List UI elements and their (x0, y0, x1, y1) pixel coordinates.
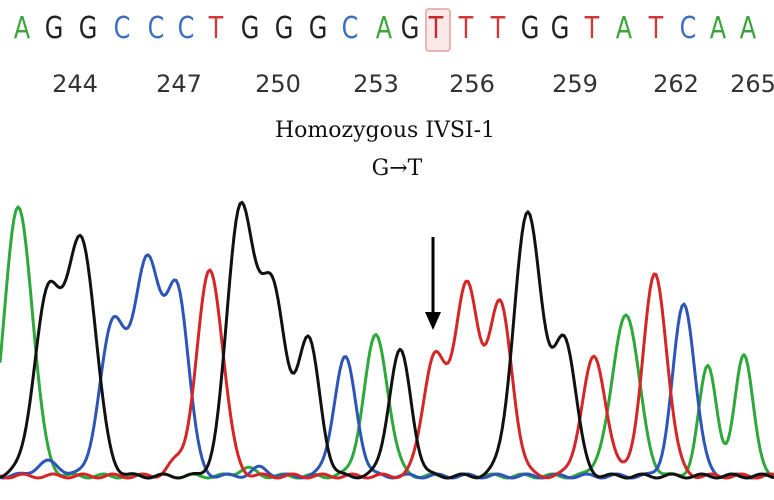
chromatogram-traces (0, 200, 774, 480)
position-label: 265 (730, 70, 774, 98)
base-call: G (550, 11, 570, 46)
base-call: G (308, 11, 328, 46)
base-call: C (679, 11, 697, 46)
position-label: 253 (353, 70, 399, 98)
base-call: A (739, 11, 757, 46)
position-label: 244 (52, 70, 98, 98)
black-trace (0, 200, 774, 480)
base-call: G (240, 11, 260, 46)
position-label: 256 (449, 70, 495, 98)
position-label: 250 (255, 70, 301, 98)
position-label: 259 (552, 70, 598, 98)
base-call: T (490, 11, 506, 46)
base-call: T (208, 11, 224, 46)
base-call: G (78, 11, 98, 46)
down-arrow-icon (425, 237, 441, 330)
base-call: A (709, 11, 727, 46)
base-call: T (584, 11, 600, 46)
base-call: A (13, 11, 31, 46)
mutation-caption-title: Homozygous IVSI-1 (274, 118, 496, 143)
base-call: T (648, 11, 664, 46)
mutation-caption-change: G→T (371, 156, 423, 181)
position-label: 262 (653, 70, 699, 98)
base-call: G (400, 11, 420, 46)
base-call: T (428, 11, 444, 46)
position-ruler: 244 247 250 253 256 259 262 265 (0, 62, 774, 102)
base-call: C (113, 11, 131, 46)
base-call: G (44, 11, 64, 46)
base-call: G (274, 11, 294, 46)
base-call: G (520, 11, 540, 46)
position-label: 247 (156, 70, 202, 98)
mutation-highlight (425, 8, 451, 52)
red-trace (0, 268, 774, 480)
base-call: C (147, 11, 165, 46)
base-call: C (341, 11, 359, 46)
base-call: A (615, 11, 633, 46)
base-call: C (177, 11, 195, 46)
base-call: T (458, 11, 474, 46)
green-trace (0, 205, 774, 480)
base-call: A (375, 11, 393, 46)
